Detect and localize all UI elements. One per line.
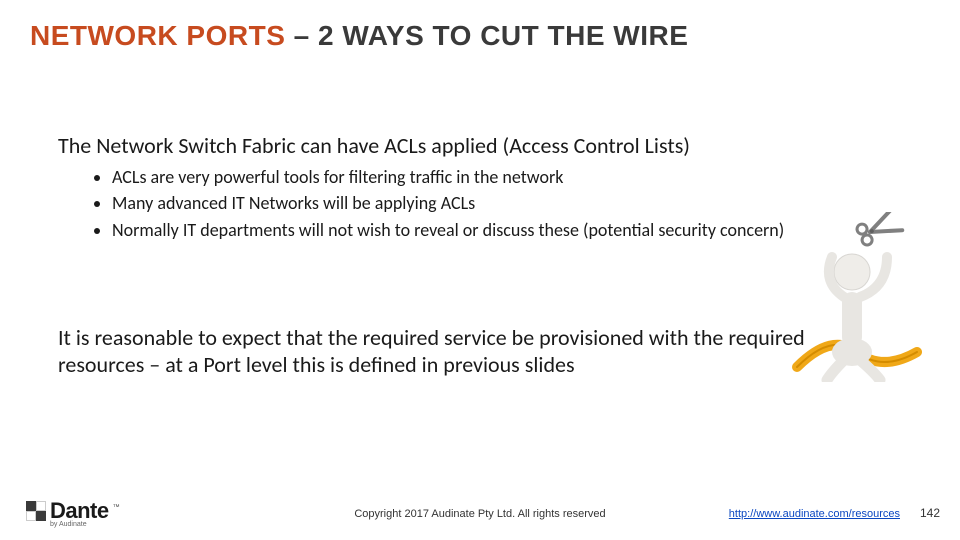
scissors-figure-icon — [792, 212, 922, 382]
content-panel: The Network Switch Fabric can have ACLs … — [14, 62, 946, 472]
resources-link[interactable]: http://www.audinate.com/resources — [729, 508, 900, 520]
page-number: 142 — [920, 506, 940, 520]
paragraph-1: The Network Switch Fabric can have ACLs … — [58, 132, 902, 159]
title-part1: NETWORK PORTS — [30, 20, 294, 51]
slide-title: NETWORK PORTS – 2 WAYS TO CUT THE WIRE — [30, 20, 688, 52]
paragraph-2: It is reasonable to expect that the requ… — [58, 324, 818, 379]
title-part2: – 2 WAYS TO CUT THE WIRE — [294, 20, 689, 51]
bullet-item: Many advanced IT Networks will be applyi… — [112, 191, 788, 215]
figure-cutting-wire — [792, 212, 922, 382]
footer: Dante ™ by Audinate Copyright 2017 Audin… — [0, 496, 960, 526]
bullet-list: ACLs are very powerful tools for filteri… — [58, 165, 788, 242]
bullet-item: Normally IT departments will not wish to… — [112, 218, 788, 242]
logo-subtitle: by Audinate — [50, 521, 87, 528]
slide: NETWORK PORTS – 2 WAYS TO CUT THE WIRE T… — [0, 0, 960, 540]
bullet-item: ACLs are very powerful tools for filteri… — [112, 165, 788, 189]
